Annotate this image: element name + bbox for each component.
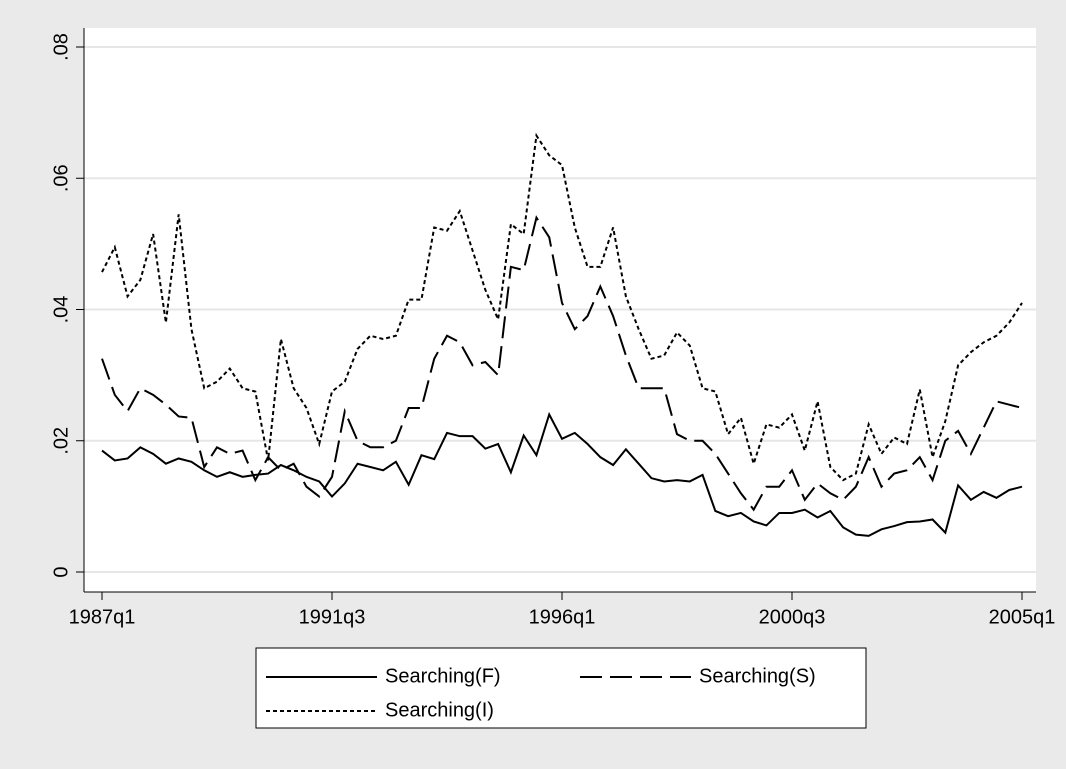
x-tick-label: 2000q3 (759, 606, 826, 628)
legend-label: Searching(F) (385, 665, 501, 687)
series-line (101, 215, 1023, 512)
x-tick-label: 1996q1 (529, 606, 596, 628)
y-tick-label: .04 (50, 296, 72, 324)
legend (255, 647, 867, 729)
series-line (101, 411, 1023, 537)
x-tick-label: 2005q1 (989, 606, 1056, 628)
y-tick-label: .08 (50, 33, 72, 61)
legend-label: Searching(S) (699, 665, 816, 687)
legend-label: Searching(I) (385, 699, 494, 721)
y-tick-label: .06 (50, 164, 72, 192)
x-tick-label: 1987q1 (69, 606, 136, 628)
series-line (101, 132, 1023, 482)
x-tick-label: 1991q3 (299, 606, 366, 628)
y-tick-label: 0 (50, 566, 72, 577)
y-tick-label: .02 (50, 427, 72, 455)
